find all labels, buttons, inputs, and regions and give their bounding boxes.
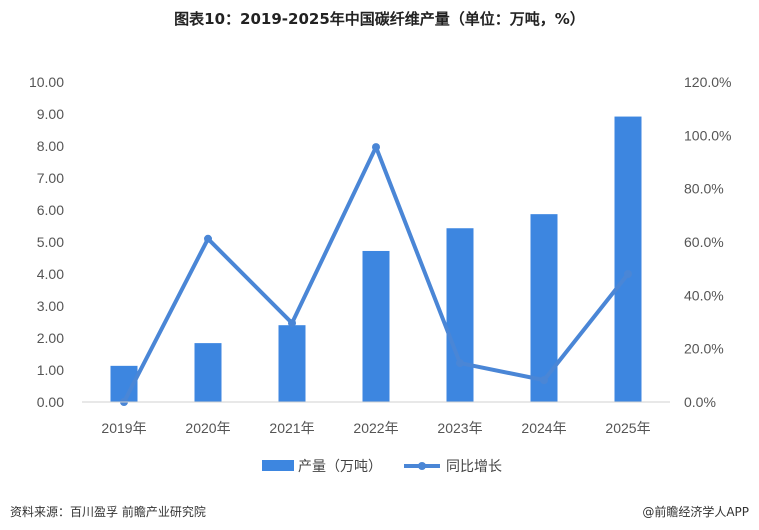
legend-label-bar: 产量（万吨） [298, 459, 382, 475]
bar-series [110, 116, 642, 402]
x-tick-label: 2023年 [437, 420, 482, 436]
legend-swatch-bar [262, 460, 294, 471]
line-point [204, 234, 212, 243]
source-note: 资料来源：百川盈孚 前瞻产业研究院 [10, 505, 206, 519]
x-tick-label: 2019年 [101, 420, 146, 436]
y-left-tick-label: 6.00 [37, 202, 64, 218]
y-left-tick-label: 9.00 [37, 106, 64, 122]
y-right-tick-label: 60.0% [684, 234, 724, 250]
y-left-tick-label: 5.00 [37, 234, 64, 250]
bar [194, 343, 222, 402]
line-series [120, 143, 632, 406]
line-point [540, 376, 548, 385]
legend: 产量（万吨） 同比增长 [262, 459, 502, 475]
right-axis: 0.0% 20.0% 40.0% 60.0% 80.0% 100.0% 120.0% [684, 74, 731, 410]
bar [362, 250, 390, 402]
bar [446, 228, 474, 402]
x-axis: 2019年 2020年 2021年 2022年 2023年 2024年 2025年 [82, 401, 670, 436]
y-left-tick-label: 0.00 [37, 394, 64, 410]
y-right-tick-label: 20.0% [684, 341, 724, 357]
y-left-tick-label: 10.00 [29, 74, 64, 90]
y-left-tick-label: 2.00 [37, 330, 64, 346]
line-point [288, 319, 296, 328]
brand-label: @前瞻经济学人APP [642, 505, 749, 519]
x-tick-label: 2021年 [269, 420, 314, 436]
line-point [456, 359, 464, 368]
y-left-tick-label: 8.00 [37, 138, 64, 154]
legend-label-line: 同比增长 [446, 459, 502, 475]
y-left-tick-label: 1.00 [37, 362, 64, 378]
y-left-tick-label: 7.00 [37, 170, 64, 186]
bar [530, 214, 558, 402]
y-right-tick-label: 80.0% [684, 181, 724, 197]
y-left-tick-label: 4.00 [37, 266, 64, 282]
y-right-tick-label: 120.0% [684, 74, 731, 90]
y-left-tick-label: 3.00 [37, 298, 64, 314]
x-tick-label: 2024年 [521, 420, 566, 436]
x-tick-label: 2025年 [605, 420, 650, 436]
x-tick-label: 2022年 [353, 420, 398, 436]
legend-swatch-marker [418, 462, 426, 470]
chart-title: 图表10：2019-2025年中国碳纤维产量（单位：万吨，%） [174, 10, 585, 28]
y-right-tick-label: 0.0% [684, 394, 716, 410]
y-right-tick-label: 100.0% [684, 127, 731, 143]
x-tick-label: 2020年 [185, 420, 230, 436]
bar [278, 325, 306, 402]
line-point [372, 143, 380, 152]
left-axis: 0.00 1.00 2.00 3.00 4.00 5.00 6.00 7.00 8.00 9.00… [29, 74, 64, 410]
line-point [624, 270, 632, 278]
y-right-tick-label: 40.0% [684, 287, 724, 303]
bar [614, 116, 642, 402]
